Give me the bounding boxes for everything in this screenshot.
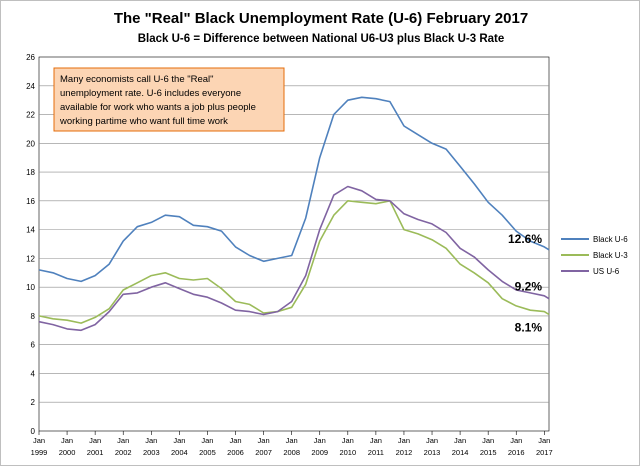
plot-area <box>38 56 550 432</box>
x-tick-label-month: Jan <box>510 436 522 445</box>
grid-lines <box>39 85 549 403</box>
x-tick-label-year: 2012 <box>396 448 413 457</box>
x-tick-label-month: Jan <box>398 436 410 445</box>
y-tick-label: 22 <box>26 111 35 120</box>
annotation-text-line: working partime who want full time work <box>59 116 228 127</box>
x-tick-label-year: 2007 <box>255 448 272 457</box>
end-value-label: 8.1% <box>515 320 543 334</box>
x-tick-label-year: 2017 <box>536 448 553 457</box>
x-tick-label-year: 2005 <box>199 448 216 457</box>
x-tick-label-month: Jan <box>173 436 185 445</box>
x-tick-label-month: Jan <box>229 436 241 445</box>
y-tick-label: 18 <box>26 168 35 177</box>
x-tick-label-year: 2013 <box>424 448 441 457</box>
y-tick-label: 10 <box>26 283 35 292</box>
y-tick-label: 6 <box>31 341 36 350</box>
legend-label: Black U-3 <box>593 251 628 260</box>
x-tick-label-month: Jan <box>117 436 129 445</box>
x-tick-label-year: 1999 <box>31 448 48 457</box>
x-tick-label-month: Jan <box>201 436 213 445</box>
end-value-label: 9.2% <box>515 280 543 294</box>
x-tick-label-year: 2014 <box>452 448 469 457</box>
end-labels: 12.6% 9.2% 8.1% <box>508 232 542 335</box>
series-lines <box>38 96 550 332</box>
x-tick-label-month: Jan <box>454 436 466 445</box>
series-line-us-u-6 <box>38 185 550 332</box>
x-tick-label-year: 2011 <box>368 448 384 457</box>
x-tick-label-year: 2000 <box>59 448 76 457</box>
y-tick-label: 12 <box>26 254 35 263</box>
annotation-text-line: Many economists call U-6 the "Real" <box>60 74 214 85</box>
x-tick-label-month: Jan <box>61 436 73 445</box>
x-tick-label-year: 2010 <box>339 448 356 457</box>
y-tick-label: 4 <box>31 369 36 378</box>
x-axis: Jan 1999 Jan 2000 Jan 2001 Jan 2002 Jan 2003 Jan 20… <box>31 431 553 457</box>
series-line-black-u-3 <box>38 200 550 324</box>
legend: Black U-6 Black U-3 US U-6 <box>561 235 628 276</box>
chart-title: The "Real" Black Unemployment Rate (U-6)… <box>114 10 528 27</box>
y-tick-label: 20 <box>26 139 35 148</box>
y-tick-label: 24 <box>26 82 35 91</box>
x-tick-label-month: Jan <box>286 436 298 445</box>
legend-label: Black U-6 <box>593 235 628 244</box>
x-tick-label-year: 2008 <box>283 448 300 457</box>
y-tick-label: 26 <box>26 53 35 62</box>
x-tick-label-month: Jan <box>314 436 326 445</box>
x-tick-label-month: Jan <box>89 436 101 445</box>
y-tick-label: 8 <box>31 312 36 321</box>
x-tick-label-year: 2016 <box>508 448 525 457</box>
legend-label: US U-6 <box>593 267 620 276</box>
x-tick-label-month: Jan <box>258 436 270 445</box>
annotation-box-bg <box>53 67 285 132</box>
x-tick-label-year: 2001 <box>87 448 104 457</box>
x-tick-label-year: 2004 <box>171 448 188 457</box>
annotation-text-line: unemployment rate. U-6 includes everyone <box>60 88 241 99</box>
end-value-label: 12.6% <box>508 232 542 246</box>
y-tick-label: 16 <box>26 197 35 206</box>
y-tick-label: 0 <box>31 427 36 436</box>
annotation-text-line: available for work who wants a job plus … <box>60 102 256 113</box>
x-tick-label-month: Jan <box>33 436 45 445</box>
x-tick-label-year: 2006 <box>227 448 244 457</box>
x-tick-label-year: 2009 <box>311 448 328 457</box>
y-tick-label: 2 <box>31 398 36 407</box>
x-tick-label-month: Jan <box>342 436 354 445</box>
x-tick-label-year: 2003 <box>143 448 160 457</box>
x-tick-label-month: Jan <box>426 436 438 445</box>
series-line-black-u-6 <box>38 96 550 283</box>
x-tick-label-month: Jan <box>370 436 382 445</box>
chart-subtitle: Black U-6 = Difference between National … <box>138 33 505 45</box>
annotation-box: Many economists call U-6 the "Real" unemp… <box>53 67 285 132</box>
y-tick-label: 14 <box>26 226 35 235</box>
x-tick-label-month: Jan <box>538 436 550 445</box>
x-tick-label-month: Jan <box>145 436 157 445</box>
x-tick-label-month: Jan <box>482 436 494 445</box>
x-tick-label-year: 2002 <box>115 448 132 457</box>
x-tick-label-year: 2015 <box>480 448 497 457</box>
